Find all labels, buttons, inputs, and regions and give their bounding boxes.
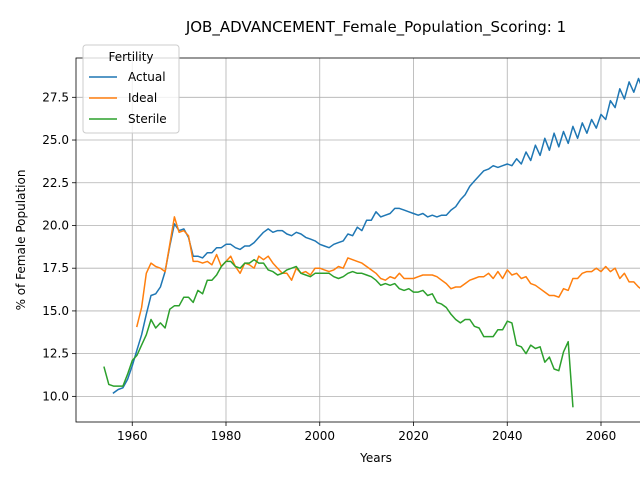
chart-title: JOB_ADVANCEMENT_Female_Population_Scorin… xyxy=(185,18,566,37)
legend-box xyxy=(82,44,180,134)
x-axis-label: Years xyxy=(359,451,392,465)
x-axis: 1960 1980 2000 2020 2040 2060 xyxy=(117,422,616,443)
y-tick-label: 22.5 xyxy=(42,176,69,190)
y-tick-label: 27.5 xyxy=(42,90,69,104)
series-line-sterile xyxy=(103,258,574,408)
series-line-actual xyxy=(112,77,640,394)
y-tick-label: 20.0 xyxy=(42,218,69,232)
y-tick-label: 25.0 xyxy=(42,133,69,147)
legend-label-sterile: Sterile xyxy=(128,112,167,126)
y-axis: 10.0 12.5 15.0 17.5 20.0 22.5 25.0 27.5 xyxy=(42,90,76,403)
y-tick-label: 12.5 xyxy=(42,347,69,361)
y-tick-label: 15.0 xyxy=(42,304,69,318)
x-tick-label: 1980 xyxy=(211,429,242,443)
legend-items: Actual Ideal Sterile xyxy=(89,70,167,126)
x-tick-label: 2000 xyxy=(304,429,335,443)
x-tick-label: 2020 xyxy=(398,429,429,443)
x-tick-label: 2060 xyxy=(586,429,617,443)
x-tick-label: 2040 xyxy=(492,429,523,443)
y-axis-label: % of Female Population xyxy=(14,170,28,311)
legend-label-actual: Actual xyxy=(128,70,166,84)
x-tick-label: 1960 xyxy=(117,429,148,443)
y-tick-label: 10.0 xyxy=(42,389,69,403)
legend: Fertility Actual Ideal Sterile xyxy=(82,44,180,134)
series-layer xyxy=(103,77,640,408)
grid xyxy=(76,58,640,422)
y-tick-label: 17.5 xyxy=(42,261,69,275)
legend-title: Fertility xyxy=(108,50,153,64)
legend-label-ideal: Ideal xyxy=(128,91,157,105)
plot-frame xyxy=(75,57,640,423)
